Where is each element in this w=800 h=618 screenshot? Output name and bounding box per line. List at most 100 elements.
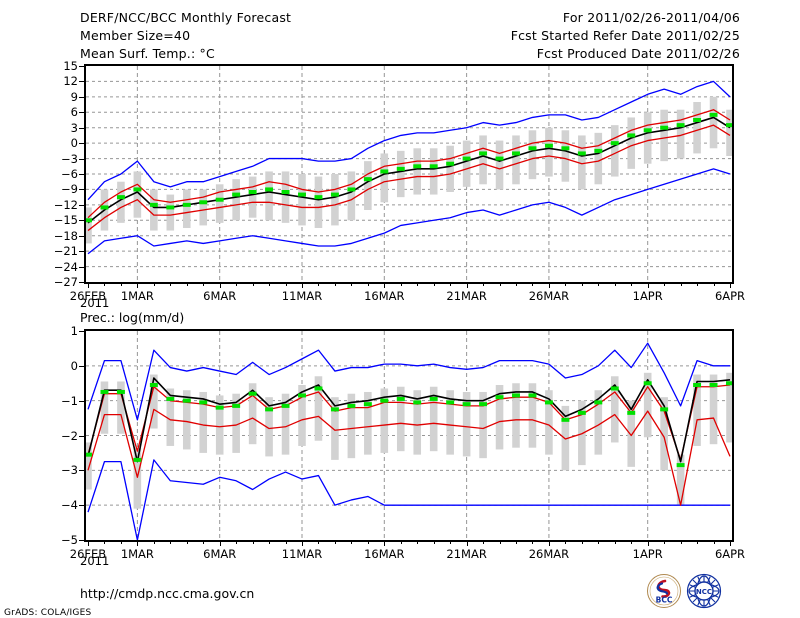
temperature-x-tick	[236, 283, 238, 286]
precipitation-x-tick	[252, 541, 254, 544]
svg-text:BCC: BCC	[656, 596, 673, 605]
ncc-logo: NCC	[686, 573, 722, 609]
temperature-plot-area	[86, 66, 732, 282]
precipitation-x-tick	[548, 541, 550, 546]
precipitation-y-tick	[79, 505, 84, 507]
precipitation-x-tick	[417, 541, 419, 544]
precipitation-x-tick	[466, 541, 468, 546]
temperature-y-tick-label: 3	[70, 120, 78, 135]
precipitation-x-tick	[581, 541, 583, 544]
temperature-x-tick	[318, 283, 320, 286]
temperature-y-tick-label: 0	[70, 136, 78, 151]
temperature-x-tick	[219, 283, 221, 288]
temperature-x-tick	[713, 283, 715, 286]
temperature-x-tick	[433, 283, 435, 286]
precipitation-x-tick	[647, 541, 649, 546]
temperature-x-tick	[400, 283, 402, 286]
precipitation-year-label: 2011	[80, 554, 110, 568]
temperature-x-tick	[137, 283, 139, 288]
precipitation-y-tick-label: 1	[70, 324, 78, 338]
forecast-produced-label: Fcst Produced Date 2011/02/26	[536, 46, 740, 61]
precipitation-x-tick-label: 6APR	[714, 547, 746, 561]
bcc-logo: BCC	[646, 573, 682, 609]
precipitation-y-tick	[79, 435, 84, 437]
source-url[interactable]: http://cmdp.ncc.cma.gov.cn	[80, 586, 255, 601]
precipitation-x-tick-label: 16MAR	[364, 547, 405, 561]
temperature-y-tick	[79, 127, 84, 129]
temperature-x-tick-label: 6MAR	[203, 289, 237, 303]
temperature-x-tick	[466, 283, 468, 288]
temperature-panel-caption: Mean Surf. Temp.: °C	[80, 46, 215, 61]
temperature-x-tick	[153, 283, 155, 286]
temperature-y-tick-label: −24	[53, 259, 78, 274]
temperature-x-tick-label: 26MAR	[528, 289, 570, 303]
temperature-x-tick	[647, 283, 649, 288]
temperature-x-tick	[532, 283, 534, 286]
temperature-y-tick-label: −18	[53, 228, 78, 243]
precipitation-x-tick-label: 1MAR	[120, 547, 154, 561]
temperature-y-tick-label: −3	[61, 151, 78, 166]
temperature-y-tick	[79, 112, 84, 114]
precipitation-x-tick	[186, 541, 188, 544]
precipitation-y-tick-label: −1	[61, 393, 78, 408]
precipitation-x-tick	[516, 541, 517, 544]
temperature-x-tick	[581, 283, 583, 286]
precipitation-y-tick	[79, 470, 84, 472]
temperature-y-tick	[79, 220, 84, 222]
precipitation-x-tick	[120, 541, 122, 544]
temperature-y-tick-label: 9	[70, 89, 78, 104]
temperature-x-tick-label: 1APR	[632, 289, 663, 303]
precipitation-x-tick	[664, 541, 666, 544]
temperature-x-tick	[664, 283, 666, 286]
temperature-x-tick	[186, 283, 188, 286]
temperature-x-tick	[104, 283, 106, 286]
precipitation-x-tick	[269, 541, 271, 544]
forecast-started-label: Fcst Started Refer Date 2011/02/25	[510, 28, 740, 43]
precipitation-x-tick	[730, 541, 731, 546]
svg-text:NCC: NCC	[696, 588, 712, 596]
temperature-x-tick	[548, 283, 550, 288]
precipitation-x-tick	[697, 541, 699, 544]
temperature-x-tick	[334, 283, 336, 286]
page-title: DERF/NCC/BCC Monthly Forecast	[80, 10, 292, 25]
temperature-y-tick-label: 12	[63, 74, 78, 89]
temperature-y-tick	[79, 96, 84, 98]
precipitation-x-tick	[680, 541, 682, 544]
temperature-y-tick-label: −27	[53, 275, 78, 289]
temperature-x-tick	[351, 283, 353, 286]
temperature-x-tick	[483, 283, 485, 286]
temperature-y-tick-label: −12	[53, 197, 78, 212]
temperature-x-tick	[516, 283, 517, 286]
temperature-x-tick-label: 26FEB	[69, 289, 107, 303]
precipitation-x-tick	[433, 541, 435, 544]
temperature-y-tick	[79, 174, 84, 175]
precipitation-x-tick	[203, 541, 205, 544]
temperature-x-tick-label: 1MAR	[120, 289, 154, 303]
temperature-y-tick-label: 15	[63, 59, 78, 73]
temperature-x-tick	[631, 283, 633, 286]
temperature-x-tick	[170, 283, 172, 286]
precipitation-y-tick	[79, 540, 84, 541]
temperature-y-tick	[79, 143, 84, 145]
precipitation-x-tick-label: 26FEB	[69, 547, 107, 561]
precipitation-y-tick	[79, 400, 84, 402]
precipitation-x-tick	[565, 541, 567, 544]
precipitation-x-tick	[170, 541, 172, 544]
precipitation-x-tick	[318, 541, 320, 544]
precipitation-x-tick	[483, 541, 485, 544]
precipitation-x-tick	[137, 541, 139, 546]
temperature-y-tick	[79, 158, 84, 160]
temperature-x-tick	[614, 283, 616, 286]
precipitation-chart	[84, 329, 734, 542]
temperature-x-tick	[384, 283, 386, 288]
precipitation-y-tick-label: −3	[61, 463, 78, 478]
precipitation-x-tick	[400, 541, 402, 544]
precipitation-x-tick	[450, 541, 452, 544]
temperature-y-tick	[79, 66, 84, 67]
precipitation-plot-area	[86, 331, 732, 540]
temperature-x-tick-label: 21MAR	[446, 289, 487, 303]
precipitation-x-tick	[384, 541, 386, 546]
temperature-y-tick	[79, 235, 84, 237]
temperature-y-tick-label: −15	[53, 213, 78, 228]
